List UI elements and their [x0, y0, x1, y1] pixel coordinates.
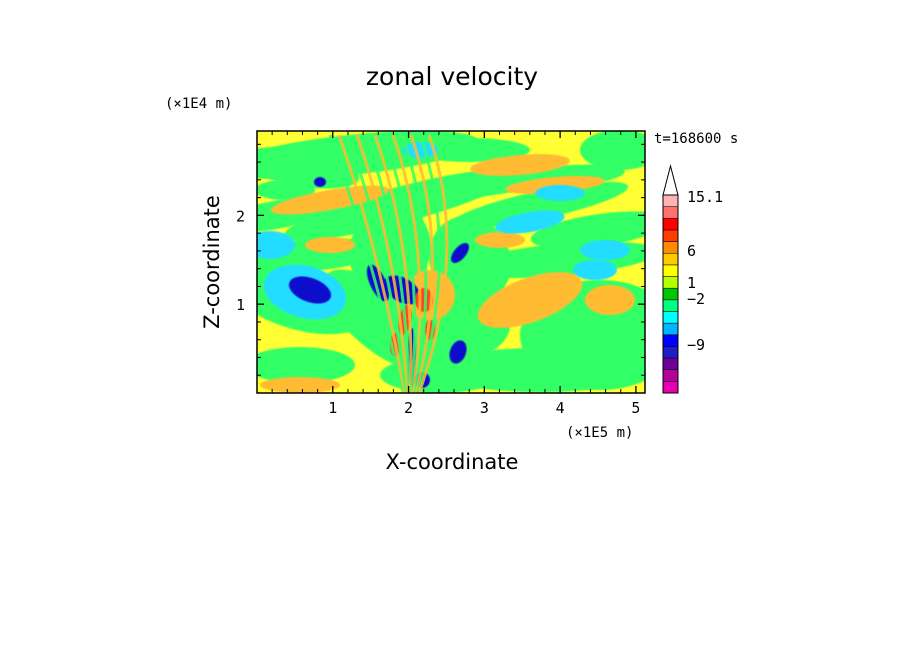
field-contour: [260, 377, 340, 393]
x-tick-label: 4: [556, 399, 565, 417]
field-contour: [495, 210, 565, 234]
x-tick-label: 1: [328, 399, 337, 417]
wave-streak: [382, 134, 417, 393]
colorbar-swatch: [662, 311, 679, 324]
field-contour: [573, 260, 617, 280]
colorbar-swatch: [662, 369, 679, 382]
x-tick-label: 5: [631, 399, 640, 417]
x-tick-label: 3: [480, 399, 489, 417]
colorbar-swatch: [662, 322, 679, 336]
field-contour: [580, 131, 645, 170]
field-contour: [305, 237, 355, 253]
wave-streak: [400, 134, 428, 393]
field-contour: [288, 276, 332, 304]
colorbar-swatch: [662, 252, 679, 266]
y-tick-label: 1: [236, 296, 245, 314]
field-contour: [257, 180, 315, 200]
wave-streak: [418, 134, 449, 393]
wave-streak: [416, 134, 441, 393]
colorbar-swatch: [662, 357, 679, 370]
field-contour: [257, 347, 355, 383]
y-axis-label: Z-coordinate: [200, 195, 224, 329]
colorbar-swatch: [662, 264, 679, 277]
y-scale-label: (×1E4 m): [165, 96, 232, 112]
field-contour: [451, 243, 469, 263]
colorbar-swatch: [662, 299, 679, 312]
wave-streak: [391, 134, 422, 393]
colorbar-swatch: [662, 218, 679, 231]
x-scale-label: (×1E5 m): [566, 425, 633, 441]
field-contour: [257, 147, 360, 189]
y-tick-label: 2: [236, 207, 245, 225]
wave-streak: [364, 134, 411, 393]
colorbar-label: 1: [687, 274, 696, 292]
colorbar-swatch: [662, 346, 679, 359]
field-contour: [475, 232, 525, 248]
field-contour: [257, 231, 295, 259]
chart-title: zonal velocity: [366, 62, 538, 91]
field-contour: [410, 138, 530, 162]
wave-streak: [409, 134, 434, 393]
x-axis-label: X-coordinate: [386, 450, 519, 474]
field-contour: [580, 240, 630, 260]
field-contour: [402, 142, 438, 158]
colorbar-label: 6: [687, 242, 696, 260]
wave-streak: [373, 134, 413, 393]
plot-frame: [256, 130, 646, 394]
colorbar-label: −9: [687, 336, 705, 354]
colorbar-label: 15.1: [687, 188, 723, 206]
colorbar-label: −2: [687, 290, 705, 308]
colorbar: 15.1 6 1−2 −9: [662, 164, 723, 394]
colorbar-swatch: [662, 194, 679, 207]
wave-streak: [328, 134, 405, 393]
field-contour: [530, 211, 645, 249]
colorbar-swatch: [662, 287, 679, 301]
field-contour: [585, 285, 635, 315]
wave-streak: [337, 134, 406, 393]
field-contour: [477, 272, 583, 328]
field-contour: [470, 154, 570, 176]
axes: 1 2 3 4 5 1 2: [236, 131, 645, 417]
colorbar-swatch: [662, 241, 679, 254]
field-contour: [314, 177, 326, 187]
colorbar-swatch: [662, 206, 679, 219]
field-contour: [535, 185, 585, 201]
colorbar-swatch: [662, 229, 679, 242]
wave-streak: [346, 134, 408, 393]
colorbar-swatch: [662, 276, 679, 289]
colorbar-frame: [662, 194, 679, 394]
colorbar-swatch: [662, 381, 679, 394]
field-contour: [449, 340, 467, 364]
colorbar-extend-arrow: [662, 164, 679, 196]
time-label: t=168600 s: [654, 131, 738, 147]
wave-streak: [355, 134, 409, 393]
colorbar-swatch: [662, 334, 679, 347]
x-tick-label: 2: [404, 399, 413, 417]
field-contour: [270, 185, 390, 215]
